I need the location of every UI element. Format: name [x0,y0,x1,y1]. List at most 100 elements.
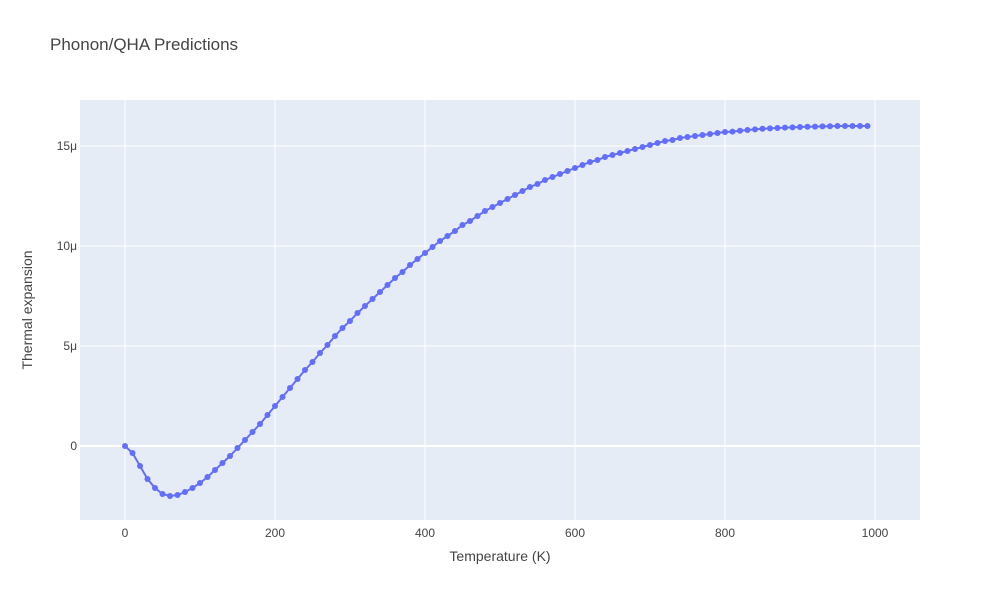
tick-labels: 0 200 400 600 800 1000 0 5μ 10μ 15μ [57,139,889,540]
data-point [377,289,383,295]
data-point [474,213,481,219]
data-point [677,135,683,141]
data-point [467,218,473,224]
data-point [512,192,518,198]
data-point [647,142,653,148]
data-point [144,476,151,482]
data-point [324,342,331,348]
data-point [699,132,706,138]
data-point [414,256,421,262]
data-point [482,208,488,214]
data-point [227,453,233,459]
data-point [729,128,736,135]
data-point [212,467,218,473]
data-point [459,222,466,228]
data-point [722,129,728,135]
data-point [737,127,743,134]
data-point [834,123,841,129]
data-point [669,137,676,143]
data-point [197,480,203,486]
data-point [504,196,511,202]
data-point [219,460,226,466]
y-tick-label: 0 [70,439,77,453]
data-point [279,394,286,400]
y-tick-label: 10μ [57,239,77,253]
data-point [564,168,571,174]
data-point [857,123,863,129]
data-point [714,130,721,136]
data-point [617,150,623,156]
data-point [842,123,848,129]
data-point [444,233,451,239]
data-point [744,127,751,133]
data-point [332,333,338,339]
x-tick-label: 1000 [862,526,889,540]
data-point [662,138,668,144]
data-point [534,181,541,187]
data-point [752,126,758,133]
data-point [159,491,166,497]
plot-area [80,100,920,520]
data-point [189,485,196,491]
grid [80,100,920,520]
data-point [594,157,601,163]
data-point [609,152,616,158]
data-point [242,437,248,443]
data-point [182,489,188,495]
data-point [429,244,436,250]
data-point [759,125,766,132]
data-point [347,318,353,324]
data-point [497,200,503,206]
data-point [587,159,593,165]
data-point [632,146,638,152]
data-point [579,162,586,168]
x-axis-title: Temperature (K) [449,548,550,564]
data-point [804,123,811,130]
data-point [849,123,856,129]
series-line [124,125,868,498]
data-point [489,204,496,210]
data-point [302,367,308,373]
data-point [384,282,391,288]
data-point [542,177,548,183]
data-point [294,376,301,382]
x-tick-label: 0 [122,526,129,540]
data-point [272,403,278,409]
data-point [519,188,526,194]
data-point [407,262,413,268]
y-tick-label: 15μ [57,139,77,153]
data-point [264,412,271,418]
data-point [549,174,556,180]
data-point [602,154,608,160]
data-point [204,474,211,480]
data-point [797,124,803,130]
data-point [152,485,158,491]
x-tick-label: 400 [415,526,435,540]
data-point [782,124,788,131]
x-tick-label: 600 [565,526,585,540]
data-point [707,131,713,137]
data-point [369,296,376,302]
data-point [167,493,173,499]
data-point [812,123,818,130]
data-point [422,250,428,256]
x-tick-label: 200 [265,526,285,540]
chart-title: Phonon/QHA Predictions [50,35,238,54]
data-point [624,148,631,154]
x-tick-label: 800 [715,526,735,540]
data-point [639,144,646,150]
data-point [527,184,533,190]
data-point [789,124,796,131]
data-point [257,421,263,427]
data-point [309,359,316,365]
series-layer [122,123,871,499]
data-point [339,325,346,331]
data-point [122,443,128,449]
y-axis-title: Thermal expansion [19,250,35,369]
data-point [864,123,871,129]
data-point [129,450,136,456]
data-point [399,269,406,275]
data-point [287,385,293,391]
data-point [684,134,691,140]
data-point [819,123,826,130]
